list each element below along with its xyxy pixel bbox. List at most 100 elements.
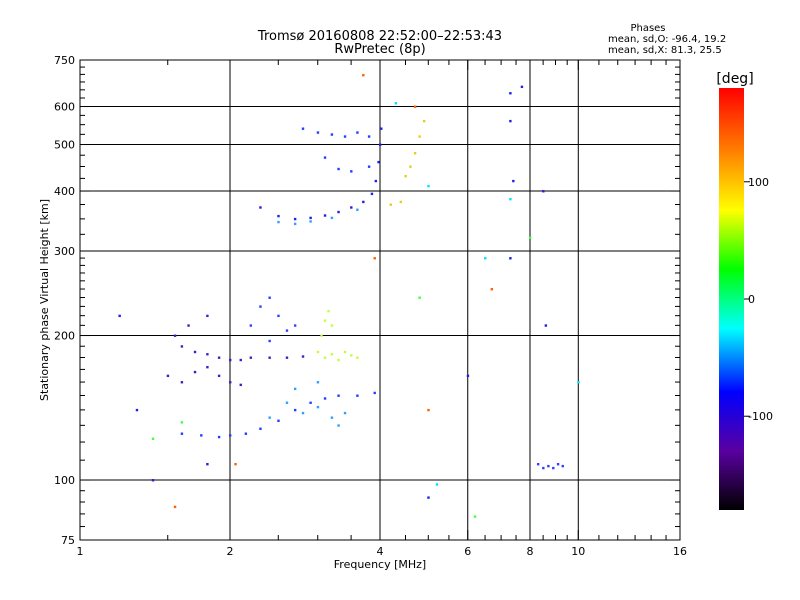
data-point [293,408,297,412]
data-point [309,216,312,220]
data-point [343,350,347,354]
data-point [259,427,262,430]
x-tick-label: 2 [227,545,234,558]
data-point [249,356,253,359]
data-point [268,356,271,359]
data-point [229,434,232,437]
colorbar-ticks: -100 0 100 [744,176,773,423]
data-point [301,127,305,130]
data-point [413,105,417,108]
data-point [362,200,365,204]
data-point [350,354,353,357]
data-point [542,190,545,193]
data-point [413,152,417,155]
data-point [323,319,327,322]
data-point [301,355,305,358]
data-point [217,356,221,359]
chart-title: Tromsø 20160808 22:52:00–22:53:43 [257,29,502,44]
data-point [151,479,155,482]
y-tick-label: 200 [54,330,75,343]
data-point [206,314,209,318]
data-point [180,432,184,435]
data-point [301,411,305,415]
data-point [309,220,312,223]
y-tick-label: 100 [54,474,75,487]
data-point [509,92,512,95]
colorbar-tick-label: -100 [748,410,773,423]
data-point [362,73,365,77]
y-tick-label: 600 [54,101,75,114]
data-point [320,334,323,337]
data-point [404,174,407,178]
data-point [316,405,320,409]
x-tick-label: 1 [77,545,84,558]
data-point [427,184,430,188]
data-point [552,466,555,470]
data-point [316,381,320,384]
data-point [268,339,271,343]
data-point [561,464,564,468]
stats-x-mode: mean, sd,X: 81.3, 25.5 [608,45,722,56]
data-point [277,419,280,422]
data-point [206,462,209,466]
data-point [544,324,548,327]
data-point [512,179,515,183]
data-point [490,288,494,291]
data-point [293,387,297,391]
data-point [277,314,280,318]
data-point [229,358,232,362]
data-point [277,220,280,224]
data-point [239,358,242,362]
data-point [323,356,327,359]
data-point [337,167,340,171]
y-tick-label: 75 [61,534,75,547]
data-point [422,119,426,123]
data-point [374,179,378,183]
data-point [509,119,512,123]
data-point [187,324,190,327]
data-point [337,358,340,362]
data-point [239,383,242,387]
data-point [473,515,477,518]
data-point [180,345,184,348]
x-tick-label: 10 [571,545,585,558]
data-point [316,131,320,134]
data-point [234,462,237,466]
data-point [367,165,371,168]
data-point [356,208,359,211]
plot-grid [80,60,680,540]
data-point [529,236,532,239]
data-point [285,401,289,404]
data-point [173,505,177,509]
data-point [350,170,353,173]
data-point [380,127,383,130]
data-point [356,394,359,397]
data-point [356,356,359,359]
data-point [268,416,271,419]
data-point [370,192,374,196]
data-point [330,324,334,327]
data-point [330,416,334,419]
data-point [418,296,421,299]
data-point [327,309,330,313]
data-point [379,143,382,146]
data-point [323,156,327,159]
data-point [373,391,376,395]
data-point [244,432,248,435]
x-tick-label: 6 [464,545,471,558]
data-point [356,131,359,134]
data-point [217,374,221,378]
data-point [259,206,262,209]
y-axis: 75 100 200 300 400 500 600 750 [54,54,680,547]
colorbar-tick-label: 0 [748,293,755,306]
data-point [206,353,209,356]
data-point [373,257,376,260]
data-points [118,73,580,518]
data-point [151,437,155,440]
data-point [330,216,334,220]
data-point [268,296,271,299]
data-point [484,257,487,260]
data-point [259,305,262,308]
data-point [206,365,209,369]
stats-o-mode: mean, sd,O: -96.4, 19.2 [608,34,726,45]
